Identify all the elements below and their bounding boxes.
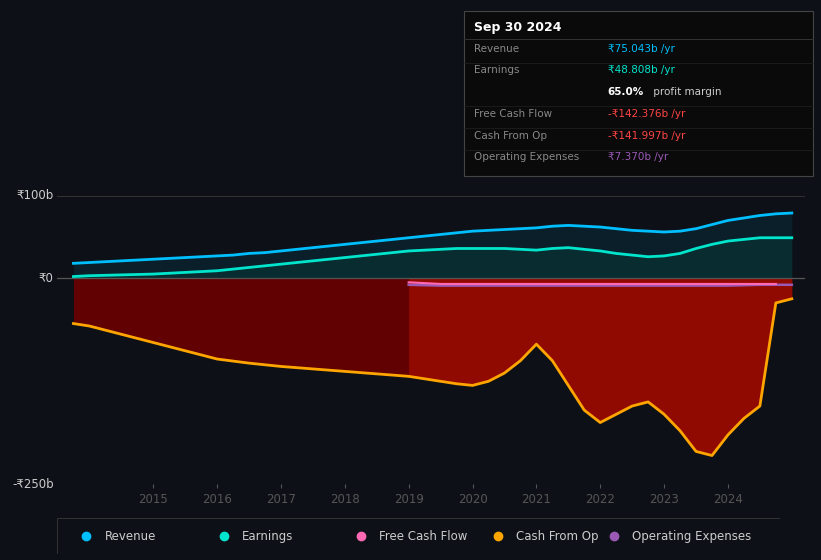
Text: -₹250b: -₹250b [12, 478, 53, 491]
Text: Revenue: Revenue [474, 44, 519, 54]
Text: Free Cash Flow: Free Cash Flow [474, 109, 552, 119]
Text: Earnings: Earnings [241, 530, 293, 543]
Text: -₹142.376b /yr: -₹142.376b /yr [608, 109, 685, 119]
FancyBboxPatch shape [57, 518, 780, 554]
Text: ₹48.808b /yr: ₹48.808b /yr [608, 66, 674, 76]
Text: Sep 30 2024: Sep 30 2024 [474, 21, 562, 34]
Text: ₹7.370b /yr: ₹7.370b /yr [608, 152, 667, 162]
Text: profit margin: profit margin [650, 87, 722, 97]
Text: Cash From Op: Cash From Op [516, 530, 599, 543]
Text: Operating Expenses: Operating Expenses [474, 152, 579, 162]
Text: Operating Expenses: Operating Expenses [632, 530, 751, 543]
Text: ₹0: ₹0 [39, 272, 53, 284]
Text: Free Cash Flow: Free Cash Flow [379, 530, 467, 543]
Text: 65.0%: 65.0% [608, 87, 644, 97]
Text: Revenue: Revenue [104, 530, 156, 543]
Text: Cash From Op: Cash From Op [474, 130, 547, 141]
Text: ₹75.043b /yr: ₹75.043b /yr [608, 44, 674, 54]
Text: -₹141.997b /yr: -₹141.997b /yr [608, 130, 685, 141]
Text: ₹100b: ₹100b [16, 189, 53, 202]
Text: Earnings: Earnings [474, 66, 519, 76]
